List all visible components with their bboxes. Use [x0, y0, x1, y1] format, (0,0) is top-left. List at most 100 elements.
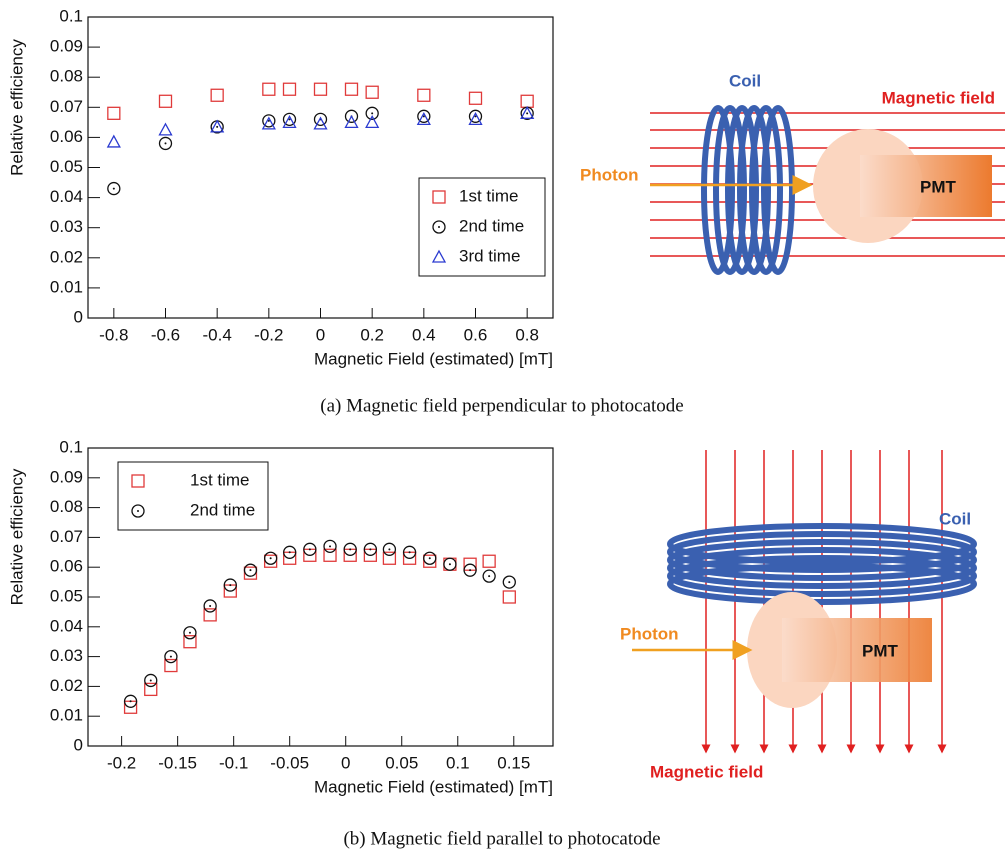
point — [203, 599, 217, 613]
point — [482, 569, 496, 583]
point — [123, 694, 138, 708]
point-dot — [371, 112, 374, 115]
y-tick-label: 0.09 — [50, 467, 83, 486]
y-tick-label: 0.06 — [50, 557, 83, 576]
point-ring — [382, 542, 397, 556]
point-dot — [229, 584, 232, 587]
point — [468, 109, 483, 123]
point — [158, 94, 173, 108]
point — [107, 181, 121, 196]
point-dot — [448, 563, 451, 566]
y-tick-label: 0.02 — [50, 676, 83, 695]
point — [183, 626, 197, 640]
coil — [701, 105, 795, 275]
point — [323, 548, 337, 562]
point-ring — [443, 557, 457, 571]
point-dot — [308, 548, 311, 551]
point — [282, 112, 297, 126]
point-dot — [474, 115, 477, 118]
point — [210, 88, 224, 102]
point-ring — [323, 539, 337, 553]
point-dot — [112, 187, 115, 190]
x-tick-label: 0 — [316, 325, 325, 344]
x-tick-label: 0.15 — [497, 753, 530, 772]
point-ring — [282, 112, 297, 126]
y-tick-label: 0.03 — [50, 217, 83, 236]
point-dot — [422, 115, 425, 118]
point — [203, 608, 217, 622]
point — [158, 136, 173, 151]
legend-label: 1st time — [459, 186, 519, 205]
point — [262, 82, 276, 96]
x-tick-label: 0 — [341, 753, 350, 772]
pmt — [813, 129, 992, 243]
point — [402, 545, 417, 559]
caption: (b) Magnetic field parallel to photocato… — [343, 828, 660, 849]
coil-label: Coil — [939, 509, 971, 528]
point — [502, 575, 516, 589]
point — [343, 542, 357, 556]
x-tick-label: -0.15 — [158, 753, 197, 772]
point-dot — [249, 569, 252, 572]
point — [313, 82, 328, 96]
point — [431, 249, 447, 263]
point-ring — [343, 542, 357, 556]
point-dot — [438, 226, 440, 228]
photon-label: Photon — [580, 165, 639, 184]
x-tick-label: 0.6 — [464, 325, 488, 344]
y-tick-label: 0.03 — [50, 646, 83, 665]
coil — [667, 523, 977, 605]
point — [363, 542, 378, 556]
point-ring — [363, 542, 378, 556]
x-tick-label: -0.1 — [219, 753, 248, 772]
point-ring — [243, 563, 258, 577]
y-tick-label: 0.1 — [59, 6, 83, 25]
y-tick-label: 0.02 — [50, 247, 83, 266]
point-dot — [288, 551, 291, 554]
point — [223, 578, 237, 592]
point — [417, 88, 431, 102]
point — [263, 554, 278, 568]
point — [243, 566, 258, 580]
point — [210, 119, 225, 133]
field-label: Magnetic field — [882, 88, 995, 107]
point — [468, 111, 483, 125]
point — [144, 682, 158, 697]
point — [303, 542, 317, 556]
x-tick-label: -0.05 — [270, 753, 309, 772]
point — [365, 85, 379, 99]
point-ring — [417, 109, 431, 123]
x-tick-label: 0.4 — [412, 325, 436, 344]
point — [468, 91, 483, 105]
point — [282, 82, 297, 96]
field-label: Magnetic field — [650, 762, 763, 781]
y-axis-label: Relative efficiency — [7, 468, 26, 605]
point-ring — [365, 106, 379, 120]
x-axis-label: Magnetic Field (estimated) [mT] — [314, 349, 553, 368]
y-tick-label: 0.06 — [50, 127, 83, 146]
point-ring — [107, 181, 121, 196]
point-dot — [408, 551, 411, 554]
pmt-label: PMT — [862, 641, 899, 660]
y-tick-label: 0.05 — [50, 586, 83, 605]
point-dot — [137, 510, 139, 512]
point-ring — [223, 578, 237, 592]
point — [106, 134, 121, 148]
legend-box — [117, 461, 269, 531]
point — [344, 114, 359, 128]
y-tick-label: 0.01 — [50, 706, 83, 725]
x-tick-label: 0.1 — [446, 753, 470, 772]
point — [382, 542, 397, 556]
point — [323, 539, 337, 553]
x-tick-label: -0.2 — [107, 753, 136, 772]
point-ring — [423, 551, 437, 565]
point-dot — [288, 118, 291, 121]
x-tick-label: 0.05 — [385, 753, 418, 772]
y-tick-label: 0.05 — [50, 157, 83, 176]
photon-label: Photon — [620, 624, 679, 643]
point-dot — [388, 548, 391, 551]
point-dot — [149, 679, 152, 682]
point-dot — [129, 700, 132, 703]
point-ring — [432, 220, 446, 234]
point — [417, 109, 431, 123]
